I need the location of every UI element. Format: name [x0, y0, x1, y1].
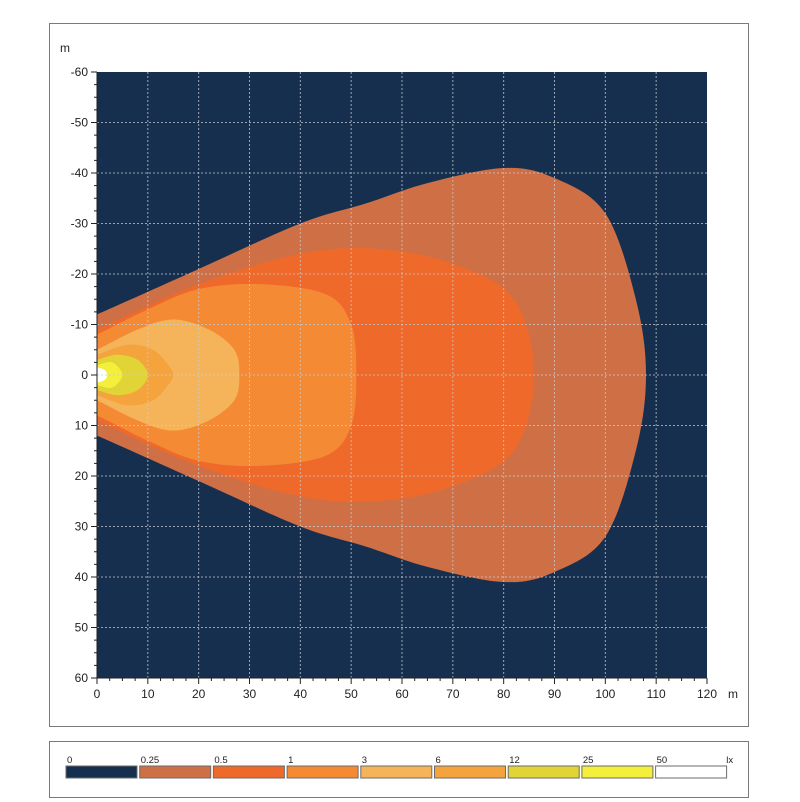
y-tick-label: -20 — [71, 267, 89, 281]
y-tick-label: 40 — [75, 570, 89, 584]
legend-label: 1 — [288, 755, 293, 766]
x-unit-label: m — [728, 687, 738, 701]
x-tick-label: 110 — [647, 687, 666, 701]
y-tick-label: 20 — [75, 469, 89, 483]
legend-label: 12 — [509, 755, 520, 766]
y-tick-label: -60 — [71, 65, 89, 79]
legend-label: 0.25 — [141, 755, 160, 766]
plot-frame: 0 10 20 30 40 50 60 70 80 90 100 110 120 -60 -50 -40 -30… — [49, 23, 749, 727]
y-tick-label: -40 — [71, 166, 89, 180]
x-tick-label: 10 — [141, 687, 155, 701]
legend-label: 0.5 — [214, 755, 227, 766]
x-tick-label: 90 — [548, 687, 562, 701]
x-tick-label: 40 — [294, 687, 308, 701]
y-tick-label: 30 — [75, 520, 89, 534]
legend-swatch-50 — [655, 765, 728, 779]
isolux-regions — [97, 167, 646, 583]
grid — [97, 72, 707, 678]
legend-swatch-3 — [360, 765, 433, 779]
legend-unit-label: lx — [726, 755, 733, 766]
legend-swatch-0.25 — [139, 765, 212, 779]
illuminance-plot: 0 10 20 30 40 50 60 70 80 90 100 110 120-60-50-40-30… — [60, 41, 738, 701]
legend-swatch-0.5 — [212, 765, 285, 779]
legend-label: 0 — [67, 755, 72, 766]
x-tick-label: 60 — [395, 687, 409, 701]
legend-label: 50 — [657, 755, 668, 766]
y-tick-label: 0 — [81, 368, 88, 382]
y-tick-label: -10 — [71, 318, 89, 332]
legend-label: 6 — [436, 755, 441, 766]
x-tick-label: 50 — [344, 687, 358, 701]
y-tick-label: 10 — [75, 419, 89, 433]
legend-swatch-0 — [65, 765, 138, 779]
y-tick-label: -30 — [71, 217, 89, 231]
y-unit-label: m — [60, 41, 70, 55]
legend-label: 25 — [583, 755, 594, 766]
y-tick-label: -50 — [71, 116, 89, 130]
illuminance-legend: 0 0.25 0.5 1 3 6 12 25 50 lx — [65, 755, 733, 779]
x-tick-label: 70 — [446, 687, 460, 701]
legend-swatch-12 — [507, 765, 580, 779]
x-tick-label: 80 — [497, 687, 511, 701]
legend-frame: 0 0.25 0.5 1 3 6 12 25 50 lx — [49, 741, 749, 798]
legend-swatch-25 — [581, 765, 654, 779]
legend-swatch-1 — [286, 765, 359, 779]
x-tick-label: 0 — [94, 687, 101, 701]
legend-swatch-6 — [434, 765, 506, 779]
y-tick-label: 60 — [75, 671, 89, 685]
x-tick-label: 20 — [192, 687, 206, 701]
x-tick-label: 120 — [697, 687, 717, 701]
x-tick-label: 100 — [595, 687, 615, 701]
x-tick-label: 30 — [243, 687, 257, 701]
y-tick-label: 50 — [75, 621, 89, 635]
legend-label: 3 — [362, 755, 367, 766]
